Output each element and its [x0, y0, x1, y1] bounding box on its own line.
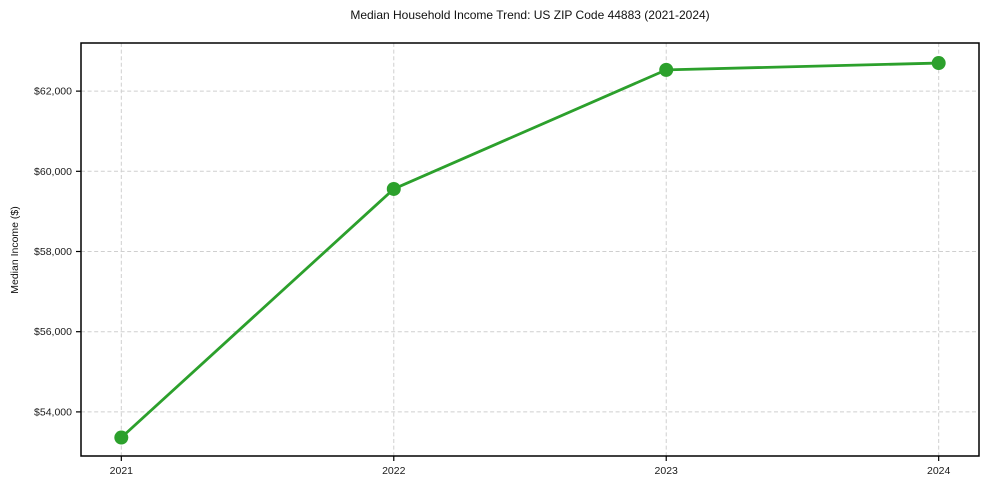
y-tick-label: $58,000	[34, 246, 72, 258]
y-tick-label: $54,000	[34, 406, 72, 418]
plot-border	[80, 42, 980, 457]
data-point-2022	[386, 181, 401, 196]
x-tick-label: 2022	[382, 465, 406, 477]
chart-title: Median Household Income Trend: US ZIP Co…	[350, 8, 710, 22]
x-tick-label: 2023	[655, 465, 679, 477]
data-point-2023	[659, 62, 674, 77]
y-tick-label: $60,000	[34, 166, 72, 178]
x-tick-label: 2024	[927, 465, 951, 477]
trend-line	[119, 61, 941, 439]
x-tick-label: 2021	[110, 465, 134, 477]
y-tick-label: $56,000	[34, 326, 72, 338]
y-tick-label: $62,000	[34, 86, 72, 98]
data-point-2024	[931, 56, 946, 71]
data-point-2021	[114, 430, 129, 445]
